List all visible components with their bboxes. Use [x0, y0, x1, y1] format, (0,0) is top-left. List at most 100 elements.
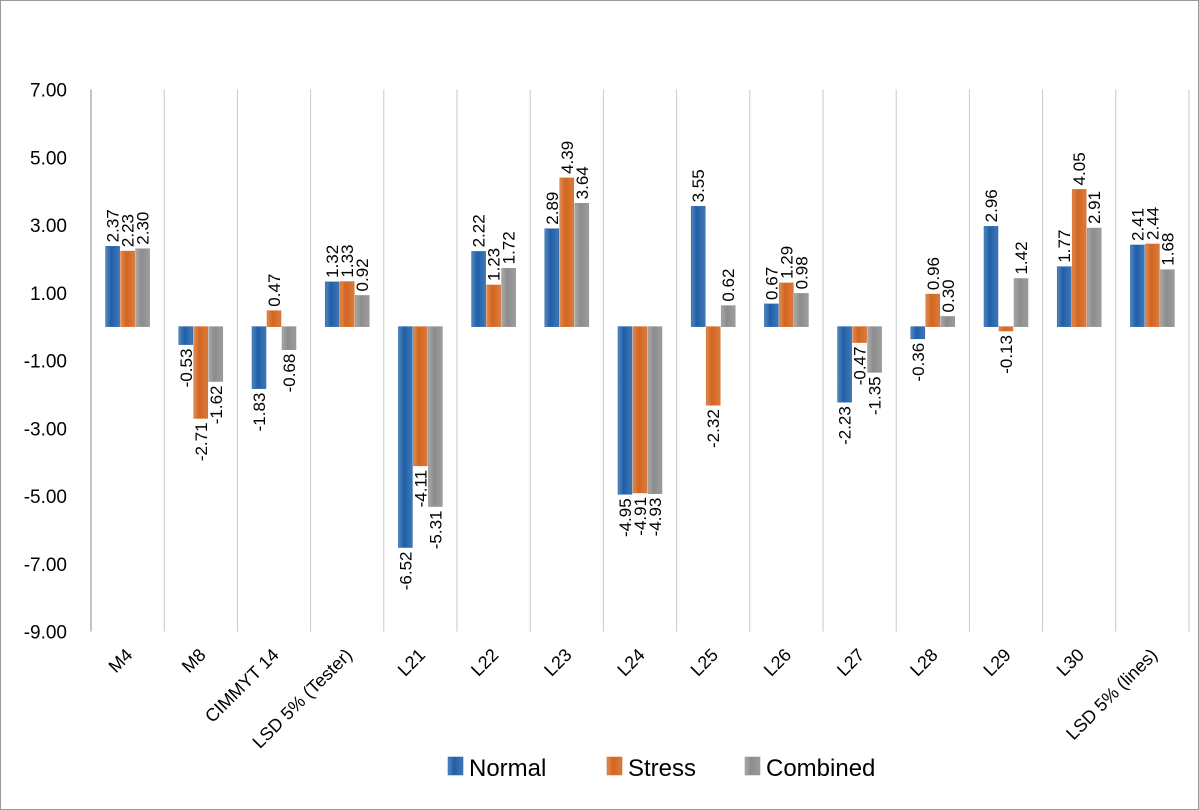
data-label-normal-l21: -6.52 [396, 551, 415, 590]
bar-combined-l27 [867, 326, 882, 373]
category-label-l24: L24 [613, 645, 648, 680]
bar-combined-m8 [208, 326, 224, 382]
legend-label-normal: Normal [469, 755, 546, 782]
bar-combined-m4 [135, 248, 150, 327]
bar-normal-l25 [690, 206, 706, 327]
bar-combined-cimmyt-14 [281, 326, 297, 350]
data-label-stress-m8: -2.71 [192, 422, 211, 461]
bar-combined-l29 [1013, 278, 1029, 327]
category-label-l28: L28 [906, 645, 941, 680]
bar-normal-cimmyt-14 [251, 326, 267, 389]
category-label-l26: L26 [760, 645, 795, 680]
data-label-combined-l29: 1.42 [1012, 241, 1031, 274]
bar-combined-l23 [574, 203, 590, 327]
data-label-normal-l25: 3.55 [689, 169, 708, 202]
data-label-combined-l22: 1.72 [500, 231, 519, 264]
data-label-combined-l25: 0.62 [719, 269, 738, 302]
data-label-stress-l28: 0.96 [924, 257, 943, 290]
bar-combined-l21 [428, 326, 443, 507]
bar-stress-cimmyt-14 [266, 310, 282, 327]
data-label-combined-l30: 2.91 [1085, 191, 1104, 224]
bar-combined-l28 [940, 316, 956, 327]
data-label-combined-l24: -4.93 [646, 498, 665, 537]
y-tick-label: -3.00 [24, 419, 67, 440]
data-label-stress-l30: 4.05 [1070, 152, 1089, 185]
y-tick-label: -7.00 [24, 555, 67, 576]
bar-normal-l27 [837, 326, 852, 403]
bar-normal-m8 [178, 326, 194, 345]
data-label-stress-l23: 4.39 [558, 141, 577, 174]
legend-label-combined: Combined [766, 755, 875, 782]
bar-combined-lsd-5-tester [354, 295, 370, 327]
data-label-combined-l21: -5.31 [426, 511, 445, 550]
y-tick-label: -1.00 [24, 352, 67, 373]
data-label-normal-cimmyt-14: -1.83 [250, 393, 269, 432]
bar-stress-m8 [193, 326, 209, 419]
data-label-normal-m8: -0.53 [177, 349, 196, 388]
bar-combined-l30 [1086, 227, 1102, 327]
bar-combined-l25 [720, 305, 736, 327]
category-label-l25: L25 [687, 645, 722, 680]
bar-stress-l26 [779, 282, 794, 327]
bar-stress-m4 [120, 250, 135, 327]
y-axis-tick-labels: 7.00 5.00 3.00 1.00 -1.00 -3.00 -5.00 -7.00 -9.0… [24, 81, 67, 644]
category-label-l22: L22 [467, 645, 502, 680]
bar-stress-lsd-5-lines [1145, 243, 1160, 327]
bar-normal-m4 [105, 246, 120, 327]
bar-stress-l29 [998, 326, 1014, 332]
data-label-stress-l25: -2.32 [704, 409, 723, 448]
category-label-l27: L27 [833, 645, 868, 680]
y-tick-label: 3.00 [30, 216, 67, 237]
data-label-normal-l29: 2.96 [982, 189, 1001, 222]
y-tick-label: -5.00 [24, 487, 67, 508]
bar-combined-l24 [647, 326, 663, 494]
data-label-stress-l26: 1.29 [777, 246, 796, 279]
bar-normal-l28 [910, 326, 926, 340]
bar-stress-l24 [632, 326, 648, 494]
bar-stress-lsd-5-tester [339, 281, 355, 327]
bar-normal-l22 [471, 251, 486, 327]
category-label-l21: L21 [394, 645, 429, 680]
bar-normal-l29 [983, 226, 999, 327]
data-label-combined-l28: 0.30 [939, 279, 958, 312]
bar-combined-l22 [501, 268, 516, 327]
data-label-combined-cimmyt-14: -0.68 [280, 354, 299, 393]
category-label-l29: L29 [979, 645, 1014, 680]
legend-label-stress: Stress [628, 755, 696, 782]
data-label-stress-cimmyt-14: 0.47 [265, 274, 284, 307]
data-label-normal-l30: 1.77 [1055, 230, 1074, 263]
y-tick-label: -9.00 [24, 623, 67, 644]
data-label-combined-lsd-5-lines: 1.68 [1158, 233, 1177, 266]
category-label-m8: M8 [178, 645, 210, 677]
data-label-combined-m4: 2.30 [134, 212, 153, 245]
data-label-combined-lsd-5-tester: 0.92 [353, 258, 372, 291]
data-label-normal-m4: 2.37 [104, 209, 123, 242]
bar-normal-lsd-5-tester [324, 281, 340, 327]
data-label-combined-l23: 3.64 [573, 166, 592, 199]
bar-normal-l24 [617, 326, 633, 495]
data-label-normal-l28: -0.36 [909, 343, 928, 382]
data-label-stress-l21: -4.11 [411, 470, 430, 508]
data-label-normal-lsd-5-lines: 2.41 [1128, 208, 1147, 241]
bar-stress-l21 [413, 326, 428, 467]
data-labels: 2.37 -0.53 -1.83 1.32 -6.52 2.22 2.89 -4.95 3.55… [104, 141, 1178, 590]
data-label-stress-l22: 1.23 [485, 248, 504, 281]
bars [105, 177, 1175, 548]
bar-normal-l26 [764, 303, 779, 327]
bar-combined-l26 [794, 293, 809, 327]
data-label-normal-l27: -2.23 [836, 406, 855, 445]
data-label-stress-l29: -0.13 [997, 335, 1016, 374]
bar-stress-l30 [1071, 189, 1087, 327]
bar-stress-l25 [705, 326, 721, 406]
bar-stress-l27 [852, 326, 867, 343]
y-tick-label: 5.00 [30, 148, 67, 169]
data-label-stress-lsd-5-tester: 1.33 [338, 244, 357, 277]
bar-stress-l23 [559, 177, 575, 327]
y-tick-label: 1.00 [30, 284, 67, 305]
data-label-combined-l27: -1.35 [866, 376, 885, 415]
category-label-l30: L30 [1053, 645, 1088, 680]
legend: Normal Stress Combined [447, 755, 875, 782]
bar-normal-l21 [398, 326, 413, 548]
